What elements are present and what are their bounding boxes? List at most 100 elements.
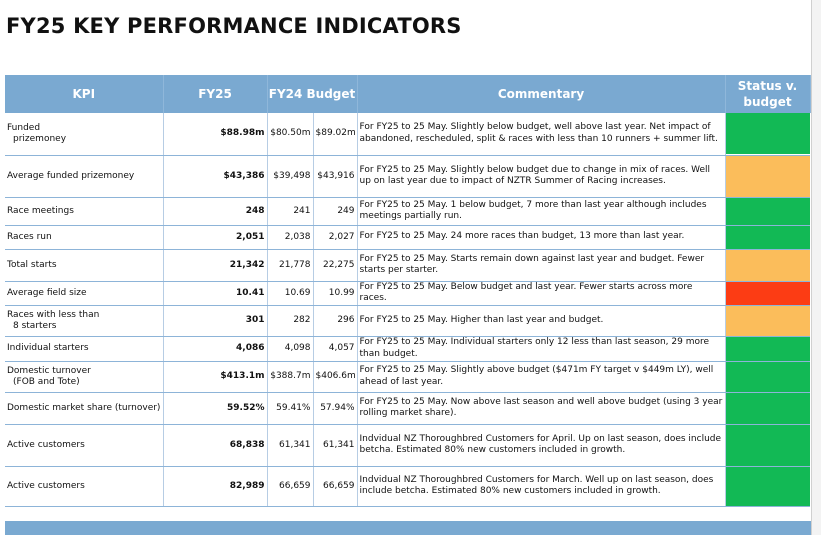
commentary-text: For FY25 to 25 May. Individual starters …	[357, 336, 726, 362]
fy25-value: 248	[163, 197, 268, 226]
kpi-cell: Average field size	[5, 281, 164, 306]
budget-value: 2,027	[313, 225, 358, 250]
commentary-text: Indvidual NZ Thoroughbred Customers for …	[357, 466, 726, 507]
kpi-label: Races with less than	[7, 309, 100, 320]
fy24-value: 2,038	[267, 225, 314, 250]
fy25-value: 10.41	[163, 281, 268, 306]
kpi-sublabel: (FOB and Tote)	[13, 376, 80, 387]
budget-value: 10.99	[313, 281, 358, 306]
fy24-value: 282	[267, 305, 314, 337]
kpi-cell: Domestic market share (turnover)	[5, 392, 164, 425]
kpi-label: Active customers	[7, 439, 85, 450]
table-row: Domestic turnover (FOB and Tote) $413.1m $3…	[5, 361, 811, 393]
kpi-label: Total starts	[7, 259, 57, 270]
table-row: Active customers 82,989 66,659 66,659 Indvid…	[5, 466, 811, 507]
fy24-value: 66,659	[267, 466, 314, 507]
table-row: Total starts 21,342 21,778 22,275 For FY25 t…	[5, 249, 811, 282]
table-row: Average funded prizemoney $43,386 $39,498 $…	[5, 155, 811, 198]
kpi-label: Individual starters	[7, 343, 89, 353]
kpi-cell: Active customers	[5, 466, 164, 507]
commentary-text: For FY25 to 25 May. Now above last seaso…	[357, 392, 726, 425]
page-title: FY25 KEY PERFORMANCE INDICATORS	[6, 14, 462, 38]
fy24-value: 4,098	[267, 336, 314, 362]
budget-value: 296	[313, 305, 358, 337]
status-cell	[725, 225, 811, 250]
table-row: Race meetings 248 241 249 For FY25 to 25 May…	[5, 197, 811, 226]
status-cell	[725, 361, 811, 393]
kpi-label: Domestic market share (turnover)	[7, 402, 161, 413]
status-indicator	[725, 424, 811, 466]
status-indicator	[725, 225, 811, 249]
commentary-text: For FY25 to 25 May. 1 below budget, 7 mo…	[357, 197, 726, 226]
commentary-text: For FY25 to 25 May. 24 more races than b…	[357, 225, 726, 250]
table-row: Races with less than 8 starters 301 282 296 F…	[5, 305, 811, 337]
header-status: Status v. budget	[725, 75, 811, 113]
status-cell	[725, 424, 811, 467]
header-fy25: FY25	[163, 75, 268, 113]
commentary-text: For FY25 to 25 May. Slightly below budge…	[357, 155, 726, 198]
kpi-label: Average field size	[7, 287, 87, 298]
kpi-cell: Domestic turnover (FOB and Tote)	[5, 361, 164, 393]
footer-bar	[5, 521, 811, 535]
kpi-cell: Funded prizemoney	[5, 113, 164, 156]
fy25-value: 2,051	[163, 225, 268, 250]
fy25-value: $43,386	[163, 155, 268, 198]
commentary-text: Indvidual NZ Thoroughbred Customers for …	[357, 424, 726, 467]
kpi-cell: Individual starters	[5, 336, 164, 362]
status-indicator	[725, 336, 811, 361]
kpi-cell: Average funded prizemoney	[5, 155, 164, 198]
budget-value: 4,057	[313, 336, 358, 362]
fy25-value: 21,342	[163, 249, 268, 282]
table-header-row: KPI FY25 FY24 Budget Commentary Status v…	[5, 75, 811, 113]
status-indicator	[725, 466, 811, 506]
status-indicator	[725, 113, 811, 155]
header-fy24-budget: FY24 Budget	[267, 75, 358, 113]
fy24-value: 241	[267, 197, 314, 226]
status-indicator	[725, 155, 811, 197]
fy24-value: $39,498	[267, 155, 314, 198]
kpi-table: KPI FY25 FY24 Budget Commentary Status v…	[5, 75, 811, 507]
table-row: Individual starters 4,086 4,098 4,057 For FY…	[5, 336, 811, 362]
kpi-cell: Total starts	[5, 249, 164, 282]
kpi-label: Active customers	[7, 480, 85, 491]
kpi-cell: Races run	[5, 225, 164, 250]
kpi-sublabel: prizemoney	[13, 133, 67, 144]
kpi-cell: Active customers	[5, 424, 164, 467]
status-cell	[725, 281, 811, 306]
kpi-label: Races run	[7, 231, 52, 242]
kpi-label: Race meetings	[7, 205, 74, 216]
table-row: Domestic market share (turnover) 59.52% 59…	[5, 392, 811, 425]
budget-value: $43,916	[313, 155, 358, 198]
status-cell	[725, 113, 811, 156]
kpi-label: Average funded prizemoney	[7, 170, 135, 181]
commentary-text: For FY25 to 25 May. Slightly below budge…	[357, 113, 726, 156]
budget-value: 66,659	[313, 466, 358, 507]
fy25-value: 301	[163, 305, 268, 337]
kpi-sublabel: 8 starters	[13, 320, 57, 331]
commentary-text: For FY25 to 25 May. Slightly above budge…	[357, 361, 726, 393]
header-commentary: Commentary	[357, 75, 726, 113]
kpi-label: Funded	[7, 122, 41, 133]
table-row: Races run 2,051 2,038 2,027 For FY25 to 25 M…	[5, 225, 811, 250]
status-indicator	[725, 305, 811, 336]
fy24-value: 61,341	[267, 424, 314, 467]
status-cell	[725, 466, 811, 507]
status-cell	[725, 197, 811, 226]
table-row: Average field size 10.41 10.69 10.99 For FY2…	[5, 281, 811, 306]
status-cell	[725, 249, 811, 282]
fy24-value: $80.50m	[267, 113, 314, 156]
fy25-value: 82,989	[163, 466, 268, 507]
budget-value: 61,341	[313, 424, 358, 467]
kpi-cell: Races with less than 8 starters	[5, 305, 164, 337]
fy24-value: 21,778	[267, 249, 314, 282]
status-indicator	[725, 281, 811, 305]
commentary-text: For FY25 to 25 May. Starts remain down a…	[357, 249, 726, 282]
window-scroll-edge	[811, 0, 821, 535]
fy25-value: 4,086	[163, 336, 268, 362]
budget-value: $89.02m	[313, 113, 358, 156]
fy25-value: 59.52%	[163, 392, 268, 425]
status-cell	[725, 305, 811, 337]
status-cell	[725, 336, 811, 362]
status-indicator	[725, 249, 811, 281]
status-indicator	[725, 197, 811, 225]
